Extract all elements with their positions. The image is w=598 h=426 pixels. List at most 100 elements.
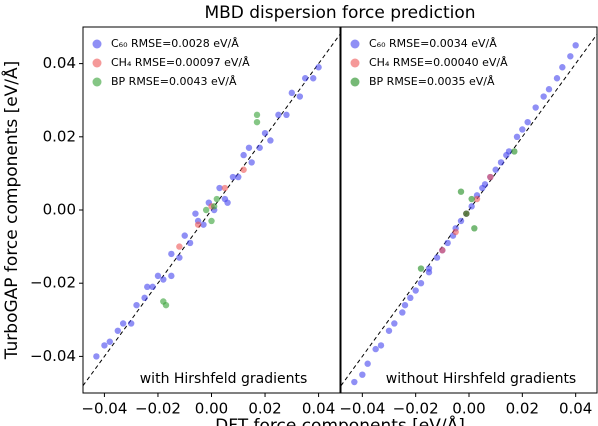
point: [351, 378, 358, 386]
point: [253, 111, 261, 119]
y-tick-label: 0.02: [43, 127, 76, 145]
x-tick-label: 0.00: [195, 400, 228, 418]
point: [235, 173, 242, 181]
point: [310, 75, 317, 82]
point: [248, 159, 255, 166]
point: [407, 294, 414, 302]
y-tick-label: −0.04: [30, 347, 76, 365]
point: [194, 221, 202, 228]
point: [253, 118, 261, 126]
annotation: without Hirshfeld gradients: [386, 371, 576, 387]
point: [468, 195, 475, 203]
point: [463, 210, 470, 217]
point: [487, 173, 494, 181]
point: [513, 133, 521, 140]
point: [492, 166, 499, 173]
point: [377, 342, 385, 349]
point: [93, 353, 100, 360]
point: [160, 276, 167, 283]
point: [245, 144, 253, 151]
point: [141, 294, 148, 302]
point: [417, 280, 425, 287]
point: [503, 151, 510, 159]
point: [545, 86, 553, 93]
figure-title: MBD dispersion force prediction: [204, 3, 475, 23]
point: [288, 89, 296, 97]
x-tick-label: 0.02: [248, 400, 281, 418]
point: [401, 301, 409, 309]
point: [532, 104, 539, 111]
point: [372, 345, 379, 353]
legend-label: C₆₀ RMSE=0.0034 eV/Å: [369, 37, 497, 50]
point: [519, 126, 526, 133]
point: [200, 221, 207, 228]
legend-label: BP RMSE=0.0043 eV/Å: [111, 75, 237, 88]
plot-frame: [340, 26, 598, 394]
point: [497, 159, 505, 166]
point: [444, 239, 451, 247]
point: [301, 75, 309, 82]
point: [186, 239, 194, 247]
point: [176, 243, 183, 250]
point: [213, 195, 221, 203]
point: [433, 254, 441, 261]
annotation: with Hirshfeld gradients: [140, 371, 308, 387]
point: [261, 129, 269, 137]
y-axis-label: TurboGAP force components [eV/Å]: [0, 61, 22, 361]
point: [457, 217, 465, 225]
point: [296, 93, 304, 100]
point: [425, 269, 433, 276]
point: [524, 118, 531, 126]
point: [283, 111, 290, 119]
point: [106, 338, 113, 345]
point: [133, 301, 140, 309]
point: [256, 144, 263, 151]
point: [229, 173, 237, 181]
point: [572, 42, 579, 49]
legend-label: C₆₀ RMSE=0.0028 eV/Å: [111, 37, 239, 50]
point: [511, 148, 518, 155]
legend-label: CH₄ RMSE=0.00097 eV/Å: [111, 56, 250, 69]
point: [181, 232, 188, 239]
x-tick-label: 0.04: [559, 400, 592, 418]
point: [481, 181, 489, 188]
point: [553, 75, 561, 82]
legend-label: BP RMSE=0.0035 eV/Å: [369, 75, 495, 88]
point: [452, 228, 459, 236]
point: [473, 195, 481, 203]
point: [468, 203, 475, 210]
legend-marker: [92, 77, 102, 87]
x-tick-label: −0.04: [339, 400, 385, 418]
point: [439, 247, 446, 254]
x-tick-label: 0.04: [302, 400, 335, 418]
point: [154, 272, 162, 280]
point: [168, 272, 175, 280]
point: [417, 265, 425, 272]
point: [101, 342, 108, 349]
point: [114, 327, 122, 334]
legend-marker: [92, 39, 102, 49]
legend-marker: [350, 77, 360, 87]
x-axis-label: DFT force components [eV/Å]: [215, 414, 465, 426]
x-tick-label: −0.02: [393, 400, 439, 418]
point: [208, 217, 215, 225]
point: [391, 320, 398, 327]
point: [275, 111, 282, 119]
point: [168, 250, 175, 258]
legend-marker: [92, 58, 102, 68]
point: [412, 287, 419, 294]
point: [216, 184, 223, 192]
point: [202, 206, 210, 214]
point: [399, 309, 406, 316]
point: [385, 327, 393, 334]
point: [240, 166, 247, 173]
y-tick-label: 0.00: [43, 201, 76, 219]
x-tick-label: 0.00: [452, 400, 485, 418]
point: [127, 320, 135, 327]
point: [359, 371, 366, 378]
plot-frame: [82, 26, 341, 394]
point: [540, 93, 547, 100]
point: [559, 64, 566, 71]
legend-marker: [350, 39, 360, 49]
